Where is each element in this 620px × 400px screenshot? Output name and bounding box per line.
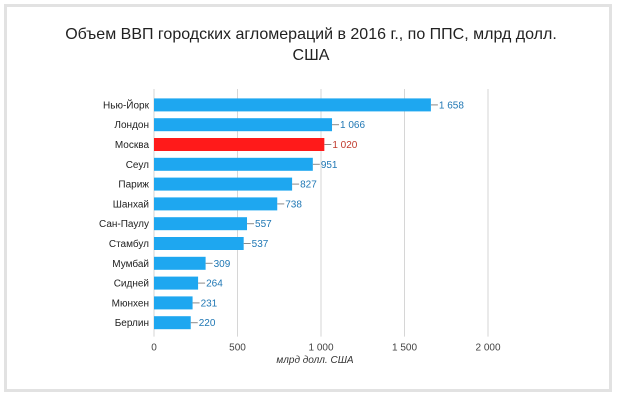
bar (154, 316, 191, 330)
x-tick-label: 1 500 (392, 343, 417, 354)
category-labels: Нью-Йорк Лондон Москва Сеул Париж Шанхай Сан-П… (99, 98, 150, 329)
x-axis-label: млрд долл. США (276, 355, 353, 366)
bar (154, 256, 206, 270)
value-label: 951 (321, 160, 338, 171)
category-label: Лондон (114, 120, 149, 131)
bar (154, 237, 244, 250)
x-tick-label: 500 (229, 343, 246, 354)
bar (154, 177, 293, 191)
category-label: Сан-Паулу (99, 219, 149, 230)
bar (154, 296, 193, 310)
category-label: Шанхай (113, 199, 149, 210)
bar-chart: Объем ВВП городских агломераций в 2016 г… (65, 26, 557, 366)
bar (154, 217, 248, 231)
category-label: Париж (118, 180, 149, 191)
category-label: Нью-Йорк (103, 98, 150, 111)
value-label: 537 (252, 239, 269, 250)
bar (154, 276, 199, 290)
value-label: 264 (206, 279, 223, 290)
value-label: 738 (285, 199, 302, 210)
category-label: Стамбул (109, 238, 149, 250)
value-label: 1 020 (332, 140, 357, 151)
chart-title-line-1: Объем ВВП городских агломераций в 2016 г… (65, 26, 557, 43)
value-label: 1 066 (340, 120, 365, 131)
value-label: 827 (300, 180, 317, 191)
chart-title-line-2: США (293, 47, 330, 64)
value-label: 220 (199, 318, 216, 329)
chart-frame: Объем ВВП городских агломераций в 2016 г… (4, 4, 612, 392)
x-axis-ticks: 0 500 1 000 1 500 2 000 (151, 343, 501, 354)
x-tick-label: 2 000 (475, 343, 500, 354)
bar (154, 98, 431, 112)
value-label: 1 658 (439, 100, 464, 111)
category-label: Берлин (115, 318, 149, 329)
bars: 1 658 1 066 1 020 951 827 738 557 537 309 264 231 2… (154, 98, 464, 330)
bar (154, 138, 325, 151)
value-label: 309 (214, 259, 231, 270)
value-label: 557 (255, 219, 272, 230)
category-label: Сидней (114, 279, 149, 290)
x-tick-label: 1 000 (308, 343, 333, 354)
value-label: 231 (201, 298, 218, 309)
category-label: Мюнхен (112, 298, 149, 309)
bar (154, 118, 333, 132)
category-label: Мумбай (112, 258, 149, 270)
category-label: Москва (115, 140, 150, 151)
bar (154, 197, 278, 211)
bar (154, 157, 313, 171)
x-tick-label: 0 (151, 343, 157, 354)
category-label: Сеул (126, 160, 149, 171)
